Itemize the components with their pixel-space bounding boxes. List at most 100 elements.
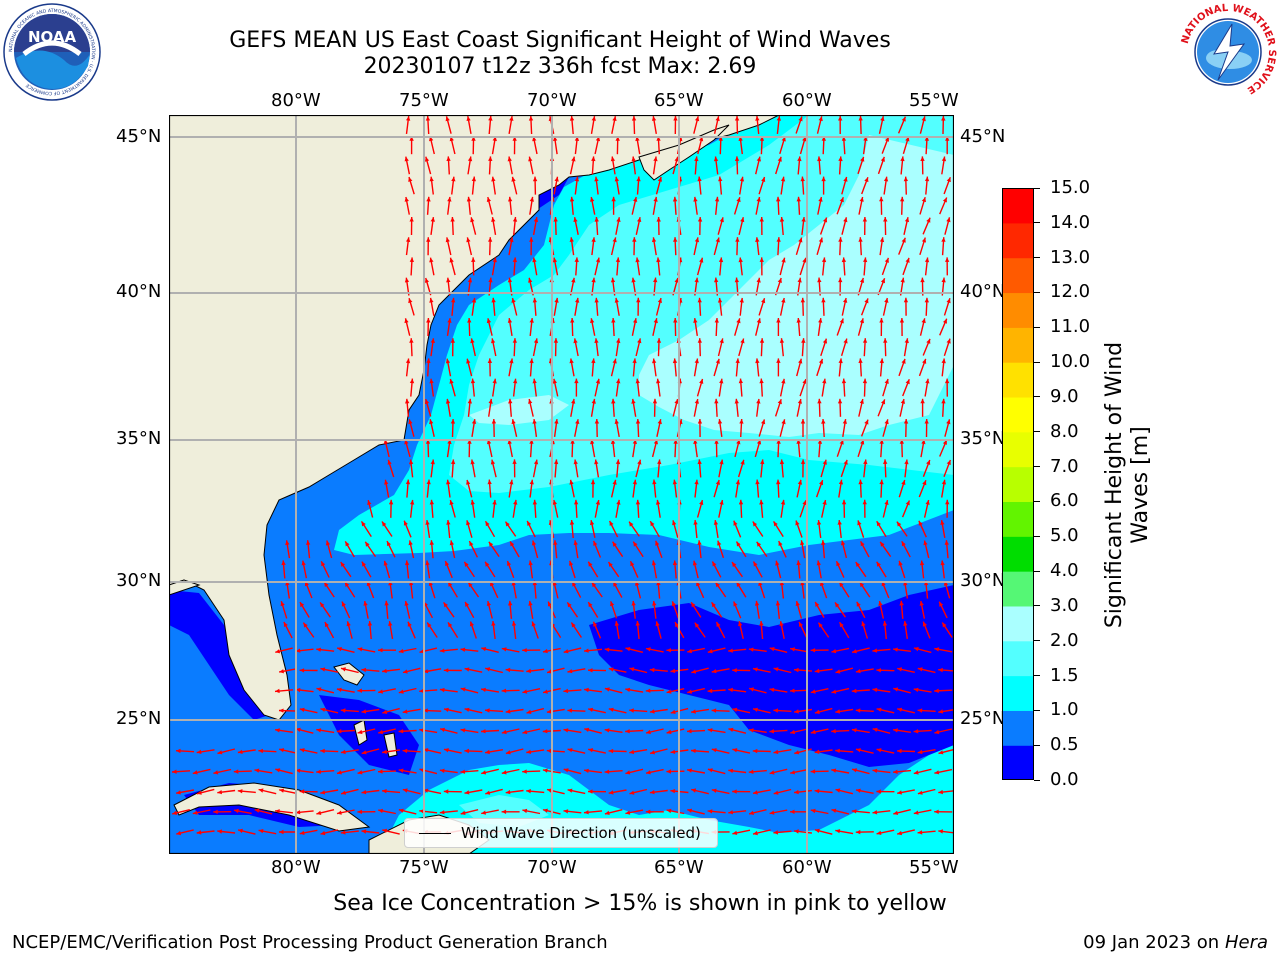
wave-direction-arrowhead [714, 318, 719, 323]
wave-direction-arrowhead [573, 338, 578, 344]
wave-direction-arrowhead [446, 277, 451, 283]
wave-direction-arrowhead [691, 788, 697, 793]
wave-direction-arrowhead [671, 601, 676, 607]
wave-direction-arrowhead [736, 581, 741, 587]
wave-direction-arrowhead [714, 277, 719, 283]
wave-direction-arrowhead [632, 237, 637, 242]
wave-direction-arrowhead [728, 687, 733, 693]
wave-direction-arrowhead [656, 257, 661, 263]
wave-direction-arrowhead [447, 196, 452, 202]
wave-direction-arrowhead [470, 499, 475, 505]
wave-direction-arrowhead [543, 689, 548, 694]
wave-direction-arrowhead [860, 541, 865, 547]
wave-direction-arrowhead [533, 459, 539, 465]
wave-direction-arrowhead [594, 419, 600, 424]
wave-direction-arrowhead [426, 196, 431, 202]
wave-direction-arrowhead [445, 398, 451, 404]
wave-direction-arrowhead [363, 601, 368, 606]
wave-direction-arrowhead [491, 297, 496, 303]
wave-direction-arrowhead [573, 217, 578, 222]
wave-direction-arrowhead [903, 176, 908, 182]
wave-direction-arrowhead [879, 237, 885, 243]
wave-direction-arrowhead [430, 217, 435, 222]
wave-direction-arrowhead [923, 540, 928, 546]
wave-direction-arrowhead [670, 789, 676, 794]
colorbar-tick-label: 4.0 [1050, 560, 1079, 582]
wave-direction-arrowhead [384, 479, 389, 485]
wave-direction-arrowhead [511, 176, 516, 182]
wave-direction-arrowhead [481, 647, 487, 652]
wave-direction-arrowhead [567, 669, 573, 674]
wave-direction-arrowhead [633, 541, 638, 547]
wave-direction-arrowhead [691, 669, 697, 674]
lat-label-30n-left: 30°N [116, 570, 162, 591]
wave-direction-arrowhead [615, 257, 621, 263]
wave-direction-arrowhead [732, 668, 737, 673]
wave-direction-arrowhead [938, 667, 943, 673]
wave-direction-arrowhead [285, 580, 290, 586]
wave-direction-arrowhead [777, 278, 782, 283]
wave-direction-arrowhead [569, 237, 574, 242]
wave-direction-arrowhead [450, 217, 455, 222]
wave-direction-arrowhead [625, 687, 631, 692]
wave-direction-arrowhead [732, 789, 737, 794]
wave-direction-arrowhead [821, 176, 826, 182]
wave-direction-arrowhead [590, 479, 596, 485]
wave-direction-arrowhead [940, 520, 945, 525]
wave-direction-arrowhead [781, 257, 786, 263]
wave-direction-arrowhead [407, 621, 412, 627]
wave-direction-arrowhead [403, 520, 408, 526]
wave-direction-arrowhead [797, 156, 802, 162]
wave-direction-arrowhead [753, 561, 758, 567]
wave-direction-arrowhead [880, 541, 885, 547]
wave-direction-arrowhead [736, 197, 741, 203]
colorbar-tick-label: 10.0 [1050, 351, 1091, 373]
wave-direction-arrowhead [693, 318, 698, 323]
wave-direction-arrowhead [714, 439, 719, 444]
wave-direction-arrowhead [604, 728, 610, 733]
wave-direction-arrowhead [779, 338, 785, 343]
wave-direction-arrowhead [591, 398, 596, 404]
wave-direction-arrowhead [509, 237, 514, 243]
colorbar [1002, 188, 1034, 780]
colorbar-cell [1002, 466, 1034, 503]
wave-direction-arrowhead [445, 358, 451, 364]
wave-direction-arrowhead [734, 398, 739, 404]
wave-direction-arrowhead [748, 728, 754, 733]
wave-direction-arrowhead [511, 419, 516, 425]
wave-direction-arrowhead [738, 257, 743, 263]
wave-direction-arrowhead [934, 729, 940, 735]
wave-direction-arrowhead [505, 667, 511, 673]
wave-direction-arrowhead [532, 297, 537, 303]
wave-direction-arrowhead [941, 479, 947, 485]
wave-direction-arrowhead [507, 277, 513, 283]
wave-direction-arrowhead [423, 708, 428, 713]
wave-direction-arrowhead [713, 156, 719, 162]
wave-direction-arrowhead [776, 358, 781, 363]
lat-label-25n-left: 25°N [116, 708, 162, 729]
wave-direction-arrowhead [424, 156, 430, 162]
wave-direction-arrowhead [776, 116, 782, 121]
wave-direction-arrowhead [858, 237, 863, 242]
wave-direction-arrowhead [468, 582, 473, 588]
wave-direction-arrowhead [595, 378, 601, 384]
wave-direction-arrowhead [687, 729, 692, 734]
wave-direction-arrowhead [426, 479, 431, 485]
colorbar-tick-mark [1034, 431, 1040, 433]
wave-direction-arrowhead [492, 378, 497, 384]
wave-direction-arrowhead [378, 648, 383, 653]
wave-direction-arrowhead [738, 499, 744, 505]
colorbar-cell [1002, 605, 1034, 642]
wave-direction-arrowhead [672, 560, 678, 566]
wave-direction-arrowhead [460, 769, 466, 774]
wave-direction-arrowhead [408, 419, 413, 425]
wave-direction-arrowhead [716, 622, 721, 627]
wave-direction-arrowhead [481, 729, 486, 734]
wave-direction-arrowhead [790, 770, 795, 775]
wave-direction-arrowhead [501, 770, 507, 775]
wave-direction-arrowhead [941, 237, 946, 242]
wave-direction-arrowhead [883, 338, 888, 343]
wave-direction-arrowhead [279, 669, 284, 674]
wave-direction-arrowhead [345, 541, 350, 547]
wave-direction-arrowhead [856, 601, 861, 607]
